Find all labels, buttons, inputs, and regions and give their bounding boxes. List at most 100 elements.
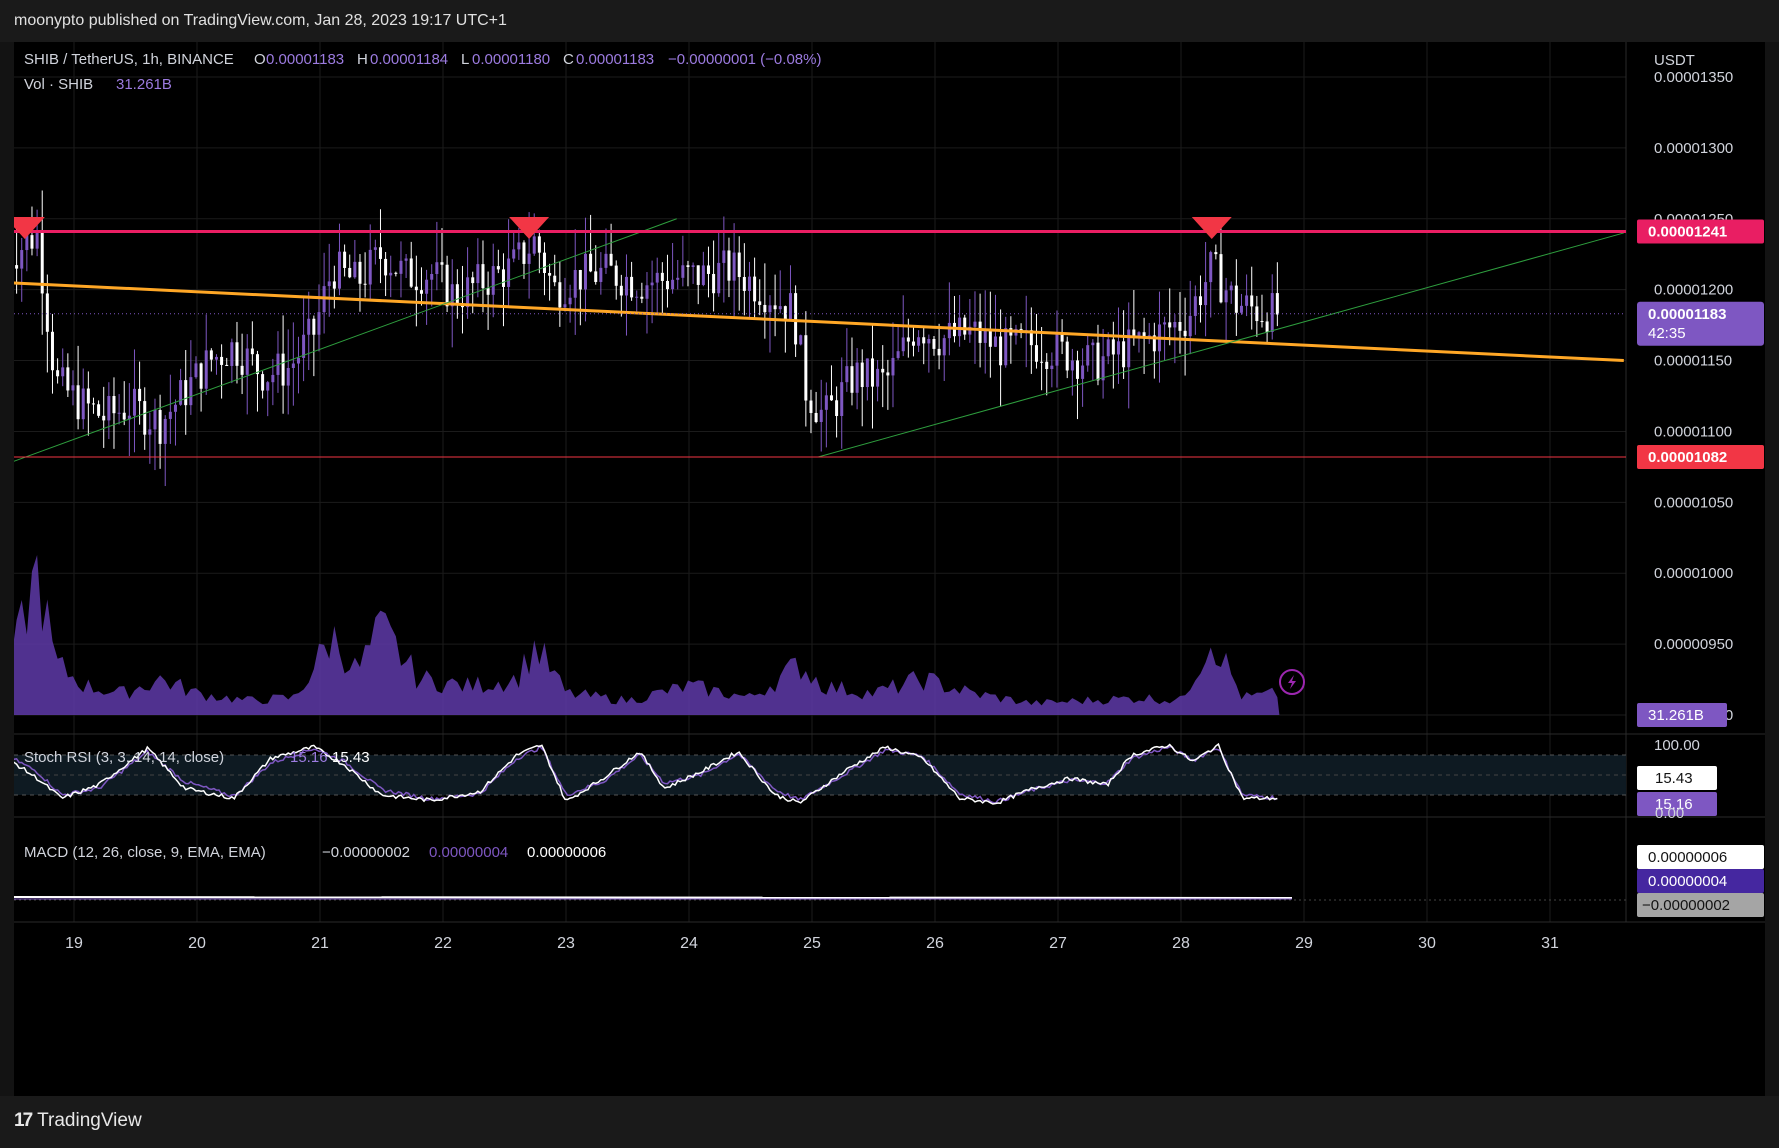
candle-body [476,264,480,284]
trend-line-orange [6,281,1624,363]
resistance-tag-text: 0.00001241 [1648,224,1727,241]
candle-body [742,277,746,291]
candle-body [963,317,967,335]
candle-body [993,336,997,347]
candle-body [404,258,408,261]
candle-body [307,318,311,335]
time-axis[interactable]: 19 20 21 22 23 24 25 26 27 28 29 30 31 [65,935,1559,952]
candle-body [778,306,782,310]
candle-body [143,401,147,435]
candle-body [271,374,275,383]
legend-h-label: H [357,51,368,68]
stoch-d-line [5,744,1278,805]
candle-body [512,249,516,259]
candle-body [753,276,757,302]
volume-tag [1637,703,1727,727]
candle-body [71,385,75,391]
candle-body [1070,360,1074,371]
tradingview-logo-icon: 17 [14,1110,33,1131]
brand-text: TradingView [37,1110,142,1131]
candle-body [1163,322,1167,325]
candle-body [1075,360,1079,379]
candle-body [455,284,459,306]
candle-body [250,348,254,355]
stoch-d-tag-text: 15.43 [1655,770,1693,787]
time-tick-label: 27 [1049,935,1067,952]
candle-body [978,321,982,343]
candle-body [578,270,582,290]
candle-body [122,412,126,420]
price-tick-label: 0.00000950 [1654,636,1733,653]
price-tick-label: 0.00001000 [1654,565,1733,582]
candle-body [1101,356,1105,381]
stoch-axis-top: 100.00 [1654,737,1700,754]
candle-body [163,418,167,444]
candle-body [440,262,444,265]
candle-body [542,252,546,273]
candle-body [389,272,393,276]
candle-body [573,270,577,298]
candle-body [56,370,60,377]
chart-area[interactable]: SHIB / TetherUS, 1h, BINANCE O 0.0000118… [4,42,1765,1096]
candle-body [537,236,541,253]
candle-body [337,251,341,289]
candle-body [286,367,290,386]
price-axis[interactable]: USDT 0.000013500.000013000.000012500.000… [1654,52,1733,724]
candle-body [732,252,736,281]
candle-body [317,312,321,335]
candle-body [35,230,39,249]
legend-c-label: C [563,51,574,68]
candle-body [25,235,29,251]
candle-body [1050,365,1054,369]
candle-body [517,242,521,250]
candle-body [1060,334,1064,342]
price-tick-label: 0.00001200 [1654,282,1733,299]
candle-body [763,304,767,313]
candle-body [768,305,772,313]
stoch-d-tag [1637,766,1717,790]
candle-body [1168,322,1172,328]
candle-body [932,339,936,349]
stoch-k-tag-text: 15.16 [1655,796,1693,813]
candle-body [507,258,511,287]
candle-body [522,242,526,264]
candle-body [1245,295,1249,306]
candle-body [91,403,95,405]
candle-body [758,301,762,305]
candle-body [184,380,188,406]
candle-body [917,337,921,346]
tradingview-brand[interactable]: 17 TradingView [14,1110,142,1132]
price-tick-label: 0.00001100 [1654,423,1732,440]
stoch-legend-label: Stoch RSI (3, 3, 14, 14, close) [24,749,224,766]
candle-body [481,264,485,289]
candle-body [1137,332,1141,338]
candle-body [132,388,136,416]
chart-canvas[interactable]: SHIB / TetherUS, 1h, BINANCE O 0.0000118… [4,42,1765,1096]
candle-body [1081,365,1085,379]
price-axis-unit: USDT [1654,52,1695,69]
candle-body [343,251,347,268]
candle-body [414,286,418,291]
candle-body [496,266,500,270]
macd-value: 0.00000004 [429,844,508,861]
candle-body [691,265,695,268]
candle-body [302,334,306,358]
candle-body [1178,321,1182,331]
candle-body [235,342,239,366]
candle-body [1111,339,1115,355]
candle-body [199,363,203,389]
candle-body [358,261,362,284]
legend-l-value: 0.00001180 [472,51,550,68]
lightning-icon[interactable] [1279,669,1305,695]
candle-body [194,363,198,378]
trend-lines[interactable] [6,218,1624,465]
trend-line-green-2 [818,232,1624,458]
volume-area [6,555,1280,715]
candle-body [927,339,931,344]
candle-body [97,404,101,416]
candle-body [1204,282,1208,306]
time-tick-label: 28 [1172,935,1190,952]
candle-body [107,396,111,421]
volume-pane [6,555,1280,715]
candle-body [773,305,777,310]
